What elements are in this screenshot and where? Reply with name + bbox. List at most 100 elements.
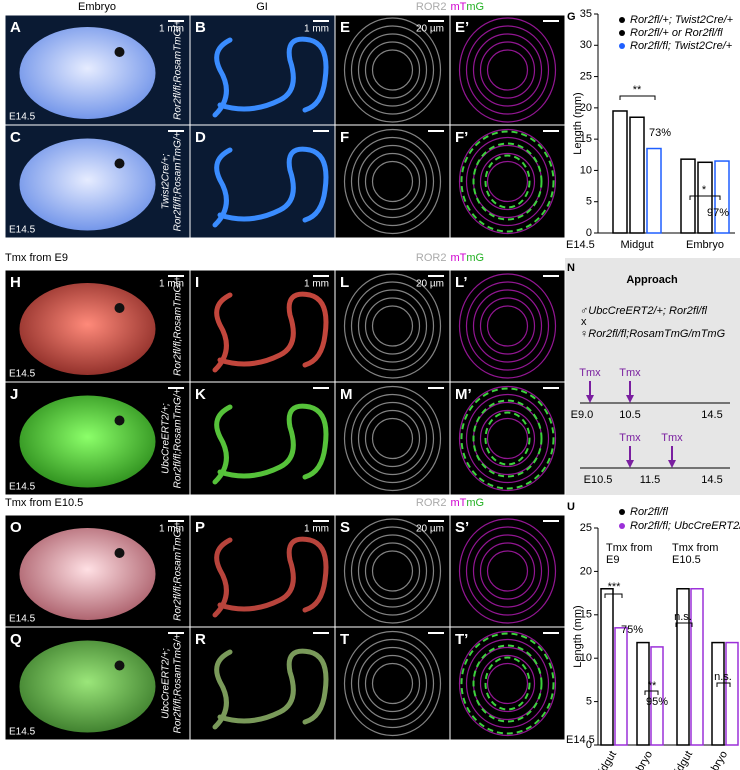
annotation: 73% [649,127,671,139]
row-label: UbcCreERT2/+; [161,648,172,719]
gi-tract [212,36,329,118]
bar [646,147,662,234]
panel-letter: U [567,501,575,513]
header-part: mT [450,252,466,264]
bar [614,627,628,746]
tissue-ring [486,417,529,460]
tissue-ring [479,542,536,600]
tissue-ring [479,152,536,211]
image-panel [449,269,566,383]
column-header: Embryo [78,1,116,13]
annotation: n.s. [714,671,732,683]
tissue-ring [465,281,550,371]
tmx-label: Tmx [579,367,601,379]
y-tick-label: 15 [580,133,592,145]
image-panel [449,14,566,126]
row-label: Ror2fl/fl;RosamTmG/+ [173,388,184,488]
y-label: Length (mm) [572,92,584,154]
image-panel [449,124,566,239]
legend-label: Ror2fl/fl [630,506,668,518]
panel-letter: L’ [455,274,468,291]
tissue-ring [343,518,442,624]
gfp-ring [484,656,531,711]
y-tick-label: 5 [586,696,592,708]
annotation: *** [608,581,622,593]
bar [697,161,713,234]
tissue-ring [364,41,421,99]
bar [600,588,614,746]
x-tick-label: Embryo [686,239,724,251]
header-part: ROR2 [416,497,447,509]
panel-letter: O [10,519,22,536]
panel-letter: J [10,386,18,403]
annotation: 75% [621,624,643,636]
tissue-ring [465,25,550,115]
panel-letter: M [340,386,353,403]
panel-letter: S [340,519,350,536]
timeline-label: 14.5 [701,409,722,421]
gfp-ring [460,387,555,490]
embryo [19,528,156,620]
embryo [19,283,156,375]
annotation: 97% [707,207,729,219]
bar [676,588,690,746]
x-tick-label: Midgut [668,749,695,770]
tissue-ring [364,409,421,468]
embryo [19,138,156,231]
gi-tract [212,403,329,485]
tissue-ring [458,630,557,737]
legend-marker [619,17,625,23]
eye [114,47,125,57]
tissue-ring [458,518,557,624]
scale-label: 1 mm [304,524,329,535]
panel-letter: K [195,386,206,403]
tissue-ring [479,41,536,99]
group-label: E10.5 [672,554,701,566]
tissue-ring [486,662,529,705]
image-panel [334,514,451,628]
tissue-ring [479,297,536,355]
row-label: Ror2fl/fl;RosamTmG/+ [173,20,184,120]
tissue-ring [357,144,428,219]
tissue-ring [350,25,435,115]
gi-tract [212,648,329,730]
panel-letter: I [195,274,199,291]
annotation: n.s. [674,611,692,623]
tissue-ring [364,297,421,355]
tissue-ring [364,654,421,713]
header-part: mG [466,497,484,509]
legend-label: Ror2fl/fl; Twist2Cre/+ [630,40,733,52]
timeline-label: E10.5 [584,474,613,486]
y-tick-label: 10 [580,652,592,664]
image-panel [334,381,451,496]
tissue-ring [465,526,550,616]
y-tick-label: 20 [580,102,592,114]
tissue-ring [364,542,421,600]
tissue-ring [343,385,442,492]
image-panel [334,626,451,741]
significance-bracket [689,195,721,200]
tissue-ring [364,152,421,211]
tissue-ring [357,401,428,476]
panel-letter: Q [10,631,22,648]
gfp-ring [472,142,543,221]
significance-bracket [675,622,693,627]
panel-letter: C [10,129,21,146]
tissue-ring [350,638,435,729]
gfp-ring [472,399,543,478]
embryo [19,27,156,119]
scale-label: 1 mm [159,279,184,290]
panel-letter: G [567,11,576,23]
tissue-ring [371,662,414,705]
header-part: mG [466,252,484,264]
tissue-ring [343,630,442,737]
gi-tract [212,536,329,618]
legend-marker [619,43,625,49]
gfp-ring [460,632,555,735]
panel-letter: A [10,19,21,36]
significance-bracket [619,95,656,100]
gfp-ring [484,411,531,466]
group-label: Tmx from [672,542,718,554]
approach-box [565,258,740,495]
stage-label: E14.5 [566,239,595,251]
